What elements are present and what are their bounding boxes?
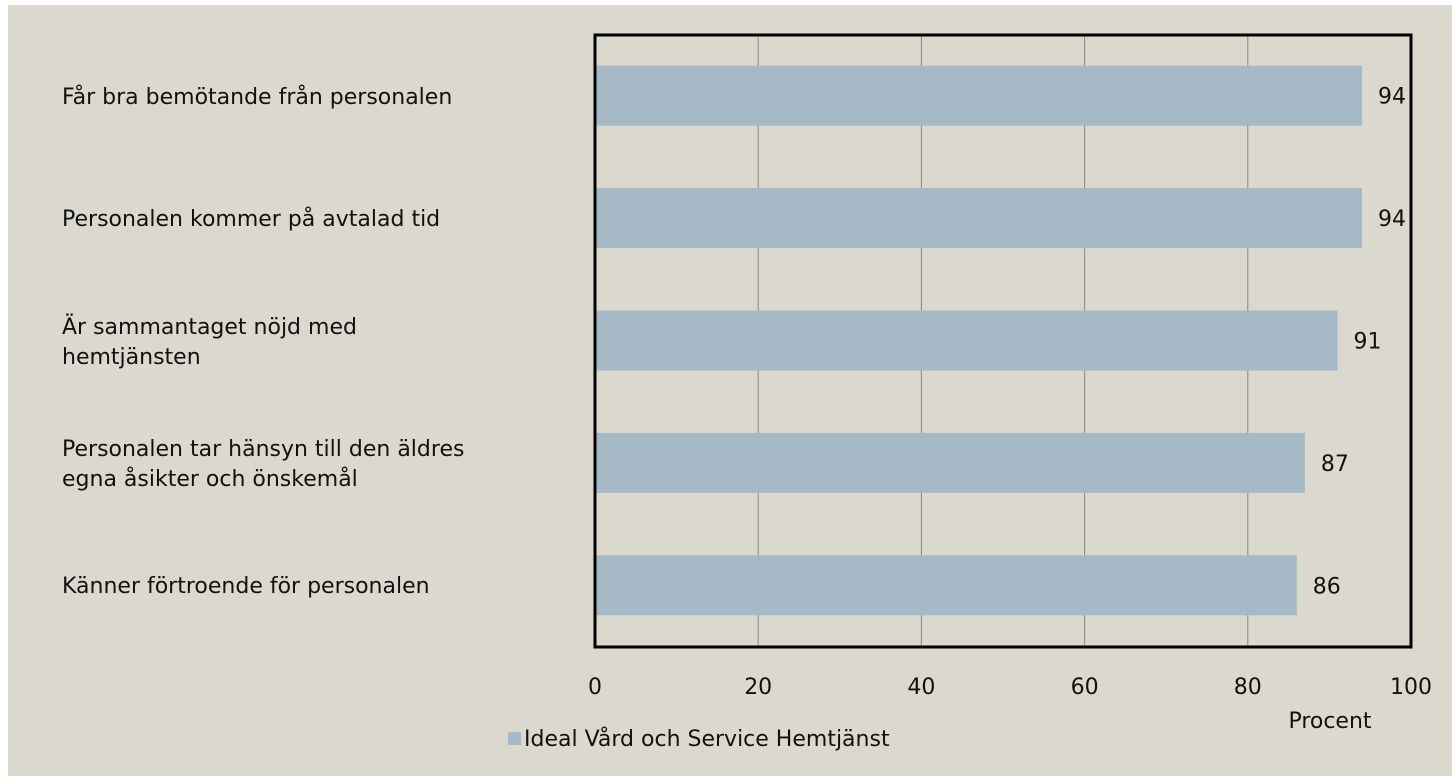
x-tick-label: 0 (588, 675, 602, 700)
y-tick-label: Känner förtroende för personalen (62, 574, 430, 600)
plot-frame (593, 33, 1413, 649)
chart: 0 20 40 60 80 100 94 94 91 87 86 Procent Ideal Vård … (508, 33, 1432, 752)
bar (595, 65, 1363, 126)
y-tick-label: Är sammantaget nöjd med hemtjänsten (62, 314, 357, 370)
legend-swatch (508, 732, 521, 745)
value-label: 94 (1378, 207, 1406, 232)
value-label: 86 (1313, 574, 1341, 599)
chart-background: 0 20 40 60 80 100 94 94 91 87 86 Procent Ideal Vård … (8, 5, 1452, 776)
y-tick-label: Personalen kommer på avtalad tid (62, 207, 441, 233)
bar (595, 432, 1305, 493)
y-tick-label: Får bra bemötande från personalen (62, 84, 453, 110)
x-tick-label: 80 (1234, 675, 1262, 700)
x-axis-label: Procent (1288, 709, 1371, 734)
x-tick-label: 60 (1071, 675, 1099, 700)
bar (595, 188, 1363, 249)
value-label: 87 (1321, 452, 1349, 477)
y-tick-label: Personalen tar hänsyn till den äldres eg… (62, 436, 465, 492)
bar (595, 310, 1338, 371)
bar (595, 555, 1297, 616)
x-tick-label: 40 (907, 675, 935, 700)
x-tick-label: 20 (744, 675, 772, 700)
legend-label: Ideal Vård och Service Hemtjänst (524, 726, 890, 752)
value-label: 94 (1378, 85, 1406, 110)
value-label: 91 (1354, 330, 1382, 355)
x-tick-label: 100 (1390, 675, 1432, 700)
